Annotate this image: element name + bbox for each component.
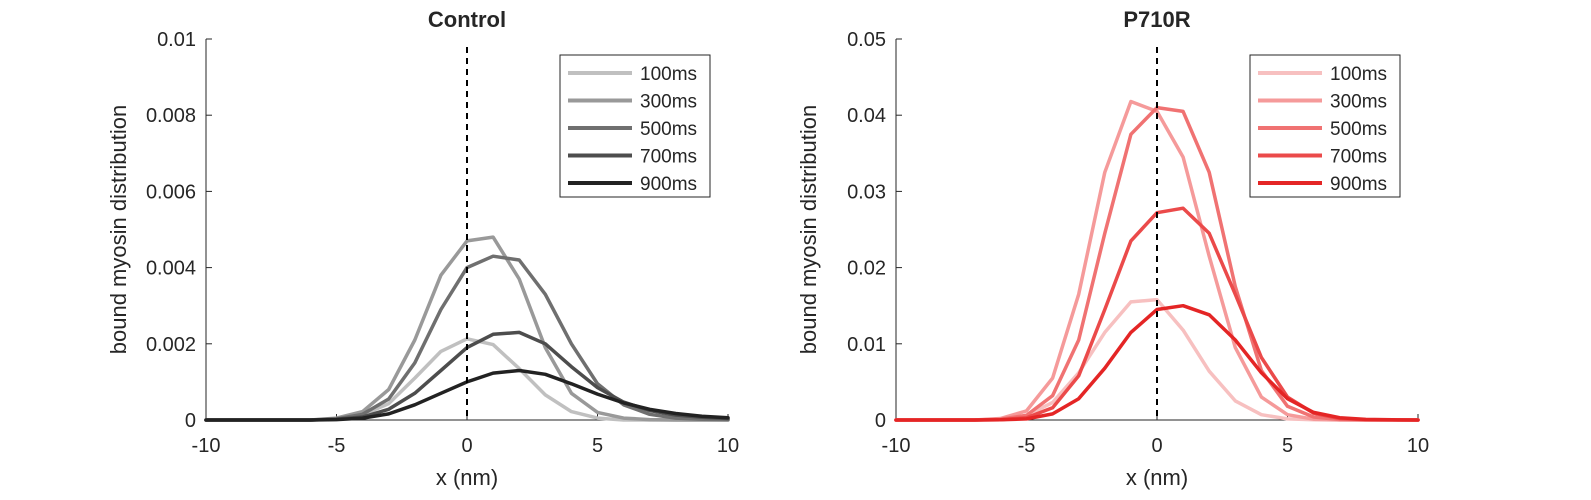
chart-title: Control xyxy=(428,7,506,32)
legend-label: 700ms xyxy=(640,147,697,168)
y-tick-label: 0.01 xyxy=(157,29,196,51)
y-tick-label: 0.03 xyxy=(847,181,886,203)
y-tick-label: 0.002 xyxy=(146,334,196,356)
legend-label: 500ms xyxy=(1330,119,1387,140)
x-tick-label: -5 xyxy=(1018,435,1036,457)
legend-label: 100ms xyxy=(1330,64,1387,85)
y-tick-label: 0 xyxy=(875,410,886,432)
y-tick-label: 0.006 xyxy=(146,181,196,203)
chart-control: Control x (nm) bound myosin distribution… xyxy=(106,7,739,490)
x-tick-label: 0 xyxy=(461,435,472,457)
x-tick-label: 0 xyxy=(1151,435,1162,457)
y-axis-label: bound myosin distribution xyxy=(106,105,131,354)
x-tick-label: 5 xyxy=(592,435,603,457)
legend: 100ms 300ms 500ms 700ms 900ms xyxy=(559,54,711,198)
legend-label: 300ms xyxy=(640,92,697,113)
y-tick-label: 0 xyxy=(185,410,196,432)
y-tick-label: 0.01 xyxy=(847,334,886,356)
y-tick-label: 0.05 xyxy=(847,29,886,51)
legend-label: 100ms xyxy=(640,64,697,85)
x-tick-label: -10 xyxy=(192,435,221,457)
x-tick-label: 5 xyxy=(1282,435,1293,457)
y-tick-label: 0.004 xyxy=(146,258,196,280)
x-tick-label: -10 xyxy=(882,435,911,457)
y-tick-label: 0.008 xyxy=(146,105,196,127)
x-axis-label: x (nm) xyxy=(436,465,498,490)
y-tick-label: 0.02 xyxy=(847,258,886,280)
x-tick-label: 10 xyxy=(1407,435,1429,457)
y-tick-label: 0.04 xyxy=(847,105,886,127)
x-axis-label: x (nm) xyxy=(1126,465,1188,490)
legend-label: 900ms xyxy=(1330,174,1387,195)
y-axis-label: bound myosin distribution xyxy=(796,105,821,354)
chart-title: P710R xyxy=(1123,7,1190,32)
chart-p710r: P710R x (nm) bound myosin distribution -… xyxy=(796,7,1429,490)
x-tick-label: 10 xyxy=(717,435,739,457)
legend-label: 300ms xyxy=(1330,92,1387,113)
legend-label: 500ms xyxy=(640,119,697,140)
legend-label: 700ms xyxy=(1330,147,1387,168)
legend: 100ms 300ms 500ms 700ms 900ms xyxy=(1249,54,1401,198)
x-tick-label: -5 xyxy=(328,435,346,457)
legend-label: 900ms xyxy=(640,174,697,195)
series-line-900ms xyxy=(894,303,1420,422)
